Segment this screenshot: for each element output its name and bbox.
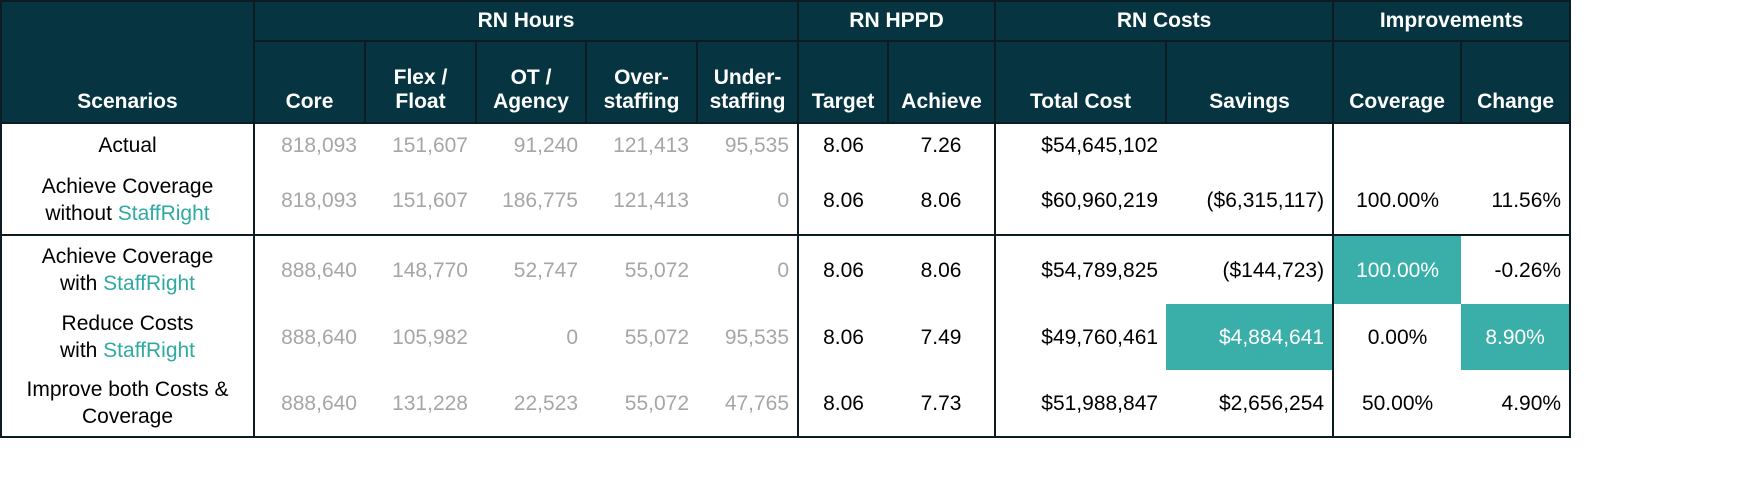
col-header-core: Core <box>253 40 366 124</box>
overstaffing-hours: 55,072 <box>624 325 689 349</box>
coverage: 50.00% <box>1332 370 1462 438</box>
coverage <box>1332 123 1462 166</box>
change: 11.56% <box>1461 166 1572 235</box>
ot-agency-hours: 52,747 <box>476 234 586 304</box>
scenario-name: Achieve Coverage without StaffRight <box>0 166 255 235</box>
col-header-scenarios: Scenarios <box>0 0 255 124</box>
scenario-line2: without <box>45 202 118 225</box>
hppd-achieve: 8.06 <box>888 234 996 304</box>
total-cost: $54,645,102 <box>994 123 1167 166</box>
staffright-brand-text: StaffRight <box>103 339 196 362</box>
hppd-target: 8.06 <box>797 123 889 166</box>
staffing-scenarios-table: Scenarios RN Hours RN HPPD RN Costs Impr… <box>0 0 1572 438</box>
total-cost: $54,789,825 <box>994 234 1167 304</box>
flex-float-hours: 151,607 <box>392 133 468 157</box>
flex-float-hours: 151,607 <box>392 188 468 212</box>
savings: ($6,315,117) <box>1206 188 1325 212</box>
savings: $2,656,254 <box>1166 370 1334 438</box>
hppd-target: 8.06 <box>797 166 889 235</box>
savings: ($144,723) <box>1166 234 1334 304</box>
group-header-rn-hours: RN Hours <box>252 0 800 42</box>
hppd-achieve: 7.73 <box>888 370 996 438</box>
change <box>1461 123 1572 166</box>
col-header-target: Target <box>797 40 890 124</box>
group-header-improvements: Improvements <box>1332 0 1572 42</box>
table-row: Actual 818,093 151,607 91,240 121,413 95… <box>0 123 1572 166</box>
savings <box>1166 123 1333 166</box>
hppd-achieve: 7.49 <box>920 325 962 349</box>
col-header-change: Change <box>1460 40 1572 124</box>
coverage: 0.00% <box>1332 304 1462 370</box>
scenario-line1: Reduce Costs <box>61 312 194 335</box>
group-header-rn-hppd: RN HPPD <box>797 0 997 42</box>
scenario-line1: Achieve Coverage <box>41 245 214 268</box>
group-header-row: Scenarios RN Hours RN HPPD RN Costs Impr… <box>0 0 1572 124</box>
hppd-target: 8.06 <box>797 304 889 370</box>
column-header-row: Core Flex / Float OT / Agency Over-staff… <box>1 40 1572 124</box>
core-hours: 818,093 <box>253 166 365 235</box>
ot-agency-hours: 22,523 <box>476 370 586 438</box>
scenario-line1: Improve both Costs & <box>26 378 229 401</box>
understaffing-hours: 95,535 <box>724 133 790 157</box>
understaffing-hours: 0 <box>777 188 790 212</box>
core-hours: 888,640 <box>253 304 365 370</box>
ot-agency-hours: 0 <box>566 325 578 349</box>
overstaffing-hours: 121,413 <box>613 188 689 212</box>
table-row: Achieve Coverage without StaffRight 818,… <box>0 166 1572 235</box>
change: 4.90% <box>1461 370 1572 438</box>
overstaffing-hours: 55,072 <box>586 234 697 304</box>
flex-float-hours: 148,770 <box>365 234 476 304</box>
col-header-ot-agency: OT / Agency <box>475 40 587 124</box>
hppd-achieve: 8.06 <box>920 188 962 212</box>
table-row: Improve both Costs & Coverage 888,640 13… <box>0 370 1572 438</box>
change: -0.26% <box>1461 234 1572 304</box>
coverage: 100.00% <box>1332 166 1462 235</box>
ot-agency-hours: 186,775 <box>502 188 578 212</box>
scenario-name: Reduce Costs with StaffRight <box>0 304 255 370</box>
col-header-understaffing: Under-staffing <box>695 40 800 124</box>
scenario-line2: with <box>59 272 104 295</box>
col-header-savings: Savings <box>1165 40 1335 124</box>
col-header-total-cost: Total Cost <box>994 40 1168 124</box>
scenario-line1: Achieve Coverage <box>41 175 214 198</box>
flex-float-hours: 131,228 <box>365 370 476 438</box>
scenario-name: Improve both Costs & Coverage <box>0 370 255 438</box>
col-header-coverage: Coverage <box>1332 40 1463 124</box>
table-row: Achieve Coverage with StaffRight 888,640… <box>0 234 1572 304</box>
col-header-overstaffing: Over-staffing <box>585 40 698 124</box>
flex-float-hours: 105,982 <box>392 325 468 349</box>
table-row: Reduce Costs with StaffRight 888,640 105… <box>0 304 1572 370</box>
ot-agency-hours: 91,240 <box>513 133 578 157</box>
col-header-flex-float: Flex / Float <box>364 40 477 124</box>
total-cost: $60,960,219 <box>994 166 1167 235</box>
staffright-brand-text: StaffRight <box>103 272 196 295</box>
change-highlighted: 8.90% <box>1461 304 1572 370</box>
savings-highlighted: $4,884,641 <box>1166 304 1334 370</box>
coverage-highlighted: 100.00% <box>1332 234 1462 304</box>
overstaffing-hours: 55,072 <box>586 370 697 438</box>
core-hours: 818,093 <box>253 123 365 166</box>
overstaffing-hours: 121,413 <box>613 133 689 157</box>
understaffing-hours: 95,535 <box>724 325 790 349</box>
total-cost: $51,988,847 <box>994 370 1167 438</box>
scenario-name: Actual <box>0 123 255 166</box>
group-header-rn-costs: RN Costs <box>994 0 1335 42</box>
core-hours: 888,640 <box>253 370 365 438</box>
hppd-target: 8.06 <box>797 370 889 438</box>
core-hours: 888,640 <box>253 234 365 304</box>
scenario-line1: Actual <box>98 133 157 157</box>
scenario-line2: Coverage <box>81 405 174 428</box>
understaffing-hours: 47,765 <box>697 370 799 438</box>
staffright-brand-text: StaffRight <box>117 202 210 225</box>
total-cost: $49,760,461 <box>994 304 1167 370</box>
understaffing-hours: 0 <box>697 234 799 304</box>
scenario-name: Achieve Coverage with StaffRight <box>0 234 255 304</box>
hppd-target: 8.06 <box>797 234 889 304</box>
col-header-achieve: Achieve <box>887 40 997 124</box>
hppd-achieve: 7.26 <box>920 133 962 157</box>
scenario-line2: with <box>59 339 104 362</box>
